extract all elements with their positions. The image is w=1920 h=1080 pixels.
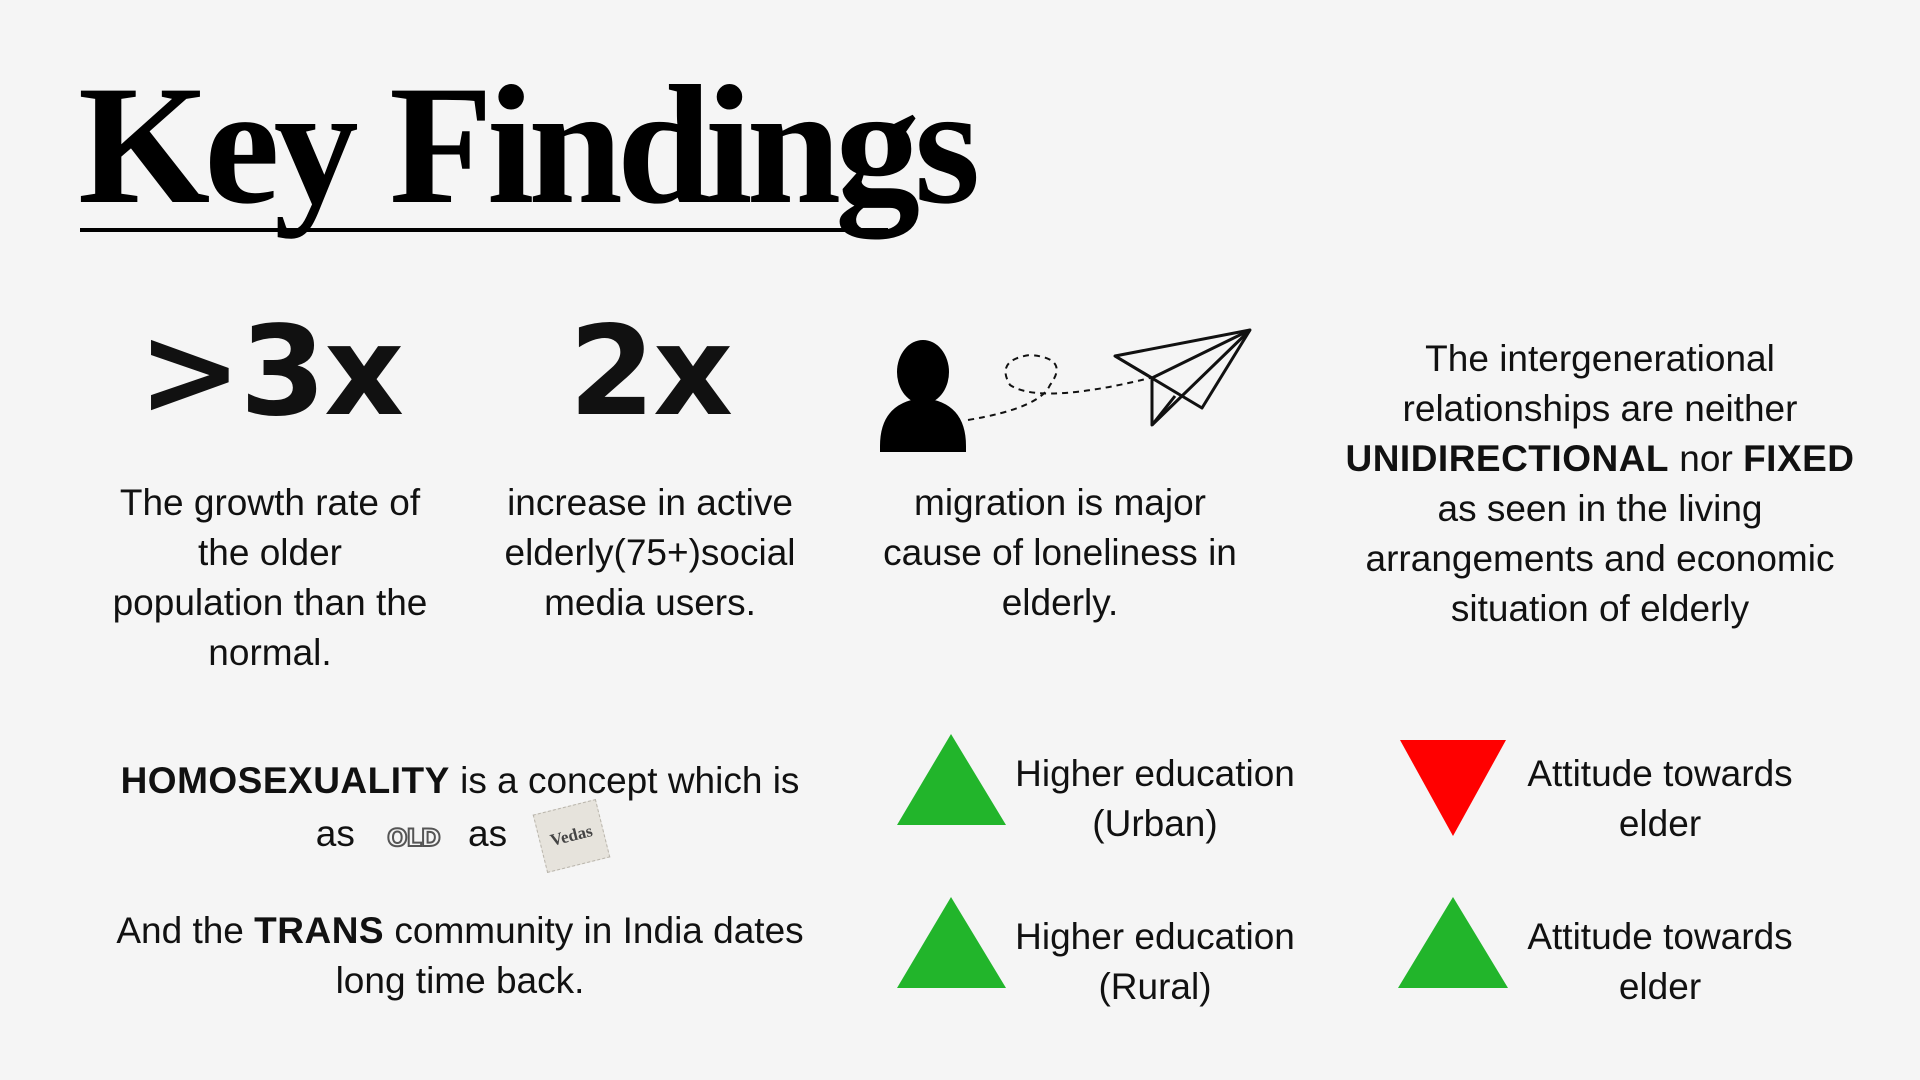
relationships-statement: The intergenerational relationships are … (1340, 334, 1860, 634)
fixed-term: FIXED (1743, 438, 1855, 479)
relationships-joiner: nor (1679, 438, 1733, 479)
homosexuality-text: is a concept which is (460, 760, 800, 801)
paper-plane-icon (1113, 328, 1252, 427)
indicator-label-line1: Attitude towards (1527, 753, 1793, 794)
relationships-line1: The intergenerational relationships are … (1402, 338, 1798, 429)
triangle-up-icon (897, 897, 1006, 988)
trans-term: TRANS (254, 910, 385, 951)
trans-prefix: And the (116, 910, 244, 951)
triangle-up-icon (897, 734, 1006, 825)
migration-description: migration is major cause of loneliness i… (883, 482, 1237, 623)
page-title: Key Findings (78, 51, 980, 239)
homosexuality-term: HOMOSEXUALITY (120, 760, 450, 801)
indicator-label-line1: Higher education (1015, 916, 1295, 957)
indicator-label-line2: (Urban) (1092, 803, 1218, 844)
indicator-label: Higher education (Urban) (1000, 749, 1310, 849)
indicator-label: Higher education (Rural) (1000, 912, 1310, 1012)
indicator-label-line1: Attitude towards (1527, 916, 1793, 957)
homosexuality-as-1: as (315, 812, 355, 854)
trans-text: community in India dates long time back. (335, 910, 804, 1001)
triangle-down-icon (1400, 740, 1506, 836)
person-icon (880, 340, 966, 452)
homosexuality-as-2: as (468, 812, 508, 854)
indicator-label: Attitude towards elder (1505, 749, 1815, 849)
indicator-label-line2: elder (1618, 803, 1702, 844)
growth-stat-figure: >3x (137, 300, 404, 444)
growth-stat-description: The growth rate of the older population … (112, 482, 428, 673)
triangle-up-icon (1398, 897, 1508, 988)
indicator-label-line2: elder (1618, 966, 1702, 1007)
indicator-label-line1: Higher education (1015, 753, 1295, 794)
relationships-line2: as seen in the living arrangements and e… (1365, 488, 1835, 629)
social-stat-description: increase in active elderly(75+)social me… (504, 482, 796, 623)
homosexuality-statement: HOMOSEXUALITY is a concept which is as O… (110, 756, 810, 873)
social-stat-figure: 2x (568, 300, 733, 444)
old-balloon-icon: OLD (386, 823, 442, 853)
indicator-label: Attitude towards elder (1505, 912, 1815, 1012)
trans-statement: And the TRANS community in India dates l… (110, 906, 810, 1006)
unidirectional-term: UNIDIRECTIONAL (1345, 438, 1670, 479)
indicator-label-line2: (Rural) (1098, 966, 1212, 1007)
dashed-trail-icon (967, 353, 1151, 421)
title-underline (80, 228, 888, 232)
